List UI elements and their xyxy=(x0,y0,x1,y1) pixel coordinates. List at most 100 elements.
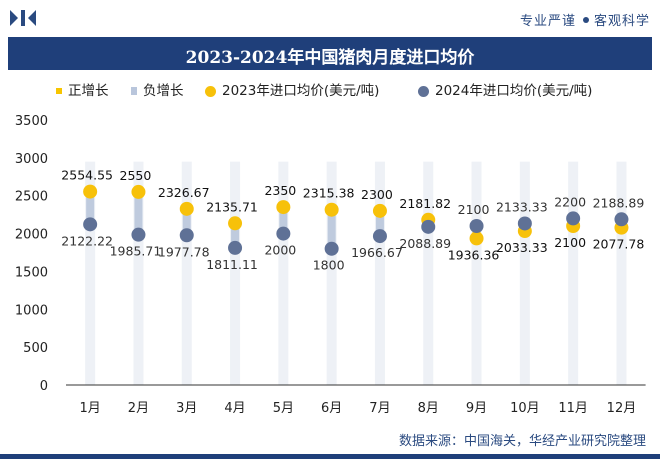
legend-label-2023: 2023年进口均价(美元/吨) xyxy=(222,83,380,99)
data-label-2024: 2100 xyxy=(458,202,490,217)
data-label-2024: 1800 xyxy=(313,258,345,273)
point-2024 xyxy=(83,217,98,232)
month-background-pillar xyxy=(181,161,192,385)
x-tick-label: 12月 xyxy=(607,401,637,416)
data-label-2024: 1811.11 xyxy=(206,257,258,272)
month-background-pillar xyxy=(471,161,482,385)
change-bar xyxy=(182,208,191,236)
data-label-2023: 2135.71 xyxy=(206,199,258,214)
change-bar xyxy=(231,223,240,248)
x-tick-label: 8月 xyxy=(418,401,439,416)
x-tick-label: 11月 xyxy=(558,401,588,416)
data-label-2024: 2000 xyxy=(264,243,296,258)
legend-label-2024: 2024年进口均价(美元/吨) xyxy=(435,83,593,99)
data-label-2024: 1985.71 xyxy=(110,244,162,259)
point-2024 xyxy=(372,229,387,244)
y-tick-label: 3000 xyxy=(15,152,48,167)
brand-right-text: 客观科学 xyxy=(593,14,650,29)
data-label-2024: 2122.22 xyxy=(61,233,113,248)
y-tick-label: 1500 xyxy=(15,265,48,280)
legend-swatch-increase xyxy=(56,88,62,94)
month-background-pillar xyxy=(423,161,434,385)
legend-item-2024: 2024年进口均价(美元/吨) xyxy=(418,79,592,99)
change-bar xyxy=(327,209,336,249)
data-label-2023: 2033.33 xyxy=(496,240,548,255)
legend-swatch-2024 xyxy=(418,85,429,97)
data-label-2023: 2315.38 xyxy=(303,186,355,201)
y-tick-label: 500 xyxy=(23,341,48,356)
x-tick-label: 7月 xyxy=(369,401,390,416)
point-2024 xyxy=(517,216,532,231)
y-tick-label: 0 xyxy=(40,379,48,394)
month-background-pillar xyxy=(230,161,241,385)
month-background-pillar xyxy=(85,161,96,385)
x-tick-label: 3月 xyxy=(176,401,197,416)
month-background-pillar xyxy=(616,161,627,385)
point-2024 xyxy=(469,219,484,233)
title-bar: 2023-2024年中国猪肉月度进口均价 xyxy=(8,37,652,70)
x-tick-label: 4月 xyxy=(224,401,245,416)
x-tick-label: 6月 xyxy=(321,401,342,416)
point-2024 xyxy=(131,227,146,242)
point-2024 xyxy=(276,226,291,241)
x-tick-label: 9月 xyxy=(466,401,487,416)
bullet-dot-icon xyxy=(582,17,589,23)
point-2024 xyxy=(228,240,243,255)
y-tick-label: 2500 xyxy=(15,190,48,205)
data-label-2023: 2077.78 xyxy=(593,237,645,252)
point-2024 xyxy=(614,212,629,227)
legend-label-decrease: 负增长 xyxy=(143,83,184,99)
data-label-2023: 2550 xyxy=(120,168,152,183)
point-2024 xyxy=(566,211,581,226)
data-label-2024: 2133.33 xyxy=(496,199,548,214)
month-background-pillar xyxy=(568,161,579,385)
data-label-2023: 2300 xyxy=(361,187,393,202)
data-label-2024: 2088.89 xyxy=(399,236,451,251)
point-2023 xyxy=(83,184,98,199)
legend-item-increase: 正增长 xyxy=(56,79,109,99)
data-label-2024: 2188.89 xyxy=(593,195,645,210)
point-2023 xyxy=(324,202,339,217)
top-bar: 专业严谨 客观科学 xyxy=(0,0,660,36)
point-2023 xyxy=(372,203,387,218)
legend-label-increase: 正增长 xyxy=(68,83,109,99)
legend-item-decrease: 负增长 xyxy=(131,79,184,99)
data-label-2023: 2326.67 xyxy=(158,185,210,200)
change-bar xyxy=(279,207,288,234)
data-label-2023: 2350 xyxy=(264,183,296,198)
brand-slogan: 专业严谨 客观科学 xyxy=(520,10,650,29)
data-source: 数据来源：中国海关，华经产业研究院整理 xyxy=(398,434,646,449)
x-tick-label: 5月 xyxy=(273,401,294,416)
change-bar xyxy=(134,191,143,235)
x-tick-label: 2月 xyxy=(128,401,149,416)
change-bar xyxy=(86,191,95,225)
month-background-pillar xyxy=(519,161,530,385)
change-bar xyxy=(375,210,384,237)
legend-swatch-2023 xyxy=(205,85,216,97)
month-background-pillar xyxy=(326,161,337,385)
y-tick-label: 3500 xyxy=(15,114,48,129)
x-tick-label: 10月 xyxy=(510,401,540,416)
legend-item-2023: 2023年进口均价(美元/吨) xyxy=(205,79,379,99)
data-label-2024: 1977.78 xyxy=(158,244,210,259)
point-2023 xyxy=(228,216,243,231)
x-tick-label: 1月 xyxy=(80,401,101,416)
chart-legend: 正增长 负增长 2023年进口均价(美元/吨) 2024年进口均价(美元/吨) xyxy=(0,79,660,101)
y-tick-label: 2000 xyxy=(15,228,48,243)
month-background-pillar xyxy=(278,161,289,385)
data-label-2023: 1936.36 xyxy=(448,247,500,262)
brand-left-text: 专业严谨 xyxy=(519,14,576,29)
hua-jing-logo-icon xyxy=(10,10,36,26)
point-2024 xyxy=(421,219,436,234)
point-2024 xyxy=(324,241,339,256)
point-2024 xyxy=(179,228,194,243)
point-2023 xyxy=(469,231,484,246)
point-2023 xyxy=(179,201,194,216)
data-label-2024: 2200 xyxy=(554,194,586,209)
data-label-2024: 1966.67 xyxy=(351,245,403,260)
month-background-pillar xyxy=(133,161,144,385)
data-label-2023: 2554.55 xyxy=(61,168,113,183)
month-background-pillar xyxy=(374,161,385,385)
